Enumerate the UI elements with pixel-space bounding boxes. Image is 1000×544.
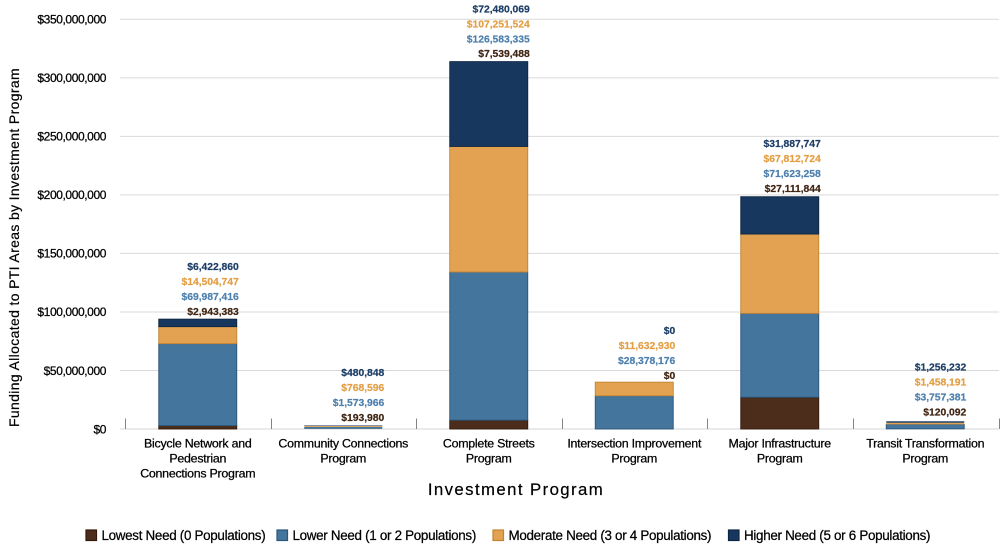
svg-text:$200,000,000: $200,000,000 bbox=[37, 188, 106, 202]
svg-text:Intersection Improvement: Intersection Improvement bbox=[567, 437, 702, 451]
svg-text:$1,256,232: $1,256,232 bbox=[915, 362, 967, 373]
svg-text:$72,480,069: $72,480,069 bbox=[473, 4, 531, 15]
svg-text:$350,000,000: $350,000,000 bbox=[37, 13, 106, 27]
svg-text:$27,111,844: $27,111,844 bbox=[765, 184, 821, 195]
svg-text:Community Connections: Community Connections bbox=[278, 437, 408, 451]
svg-text:$768,596: $768,596 bbox=[341, 383, 384, 394]
svg-text:$6,422,860: $6,422,860 bbox=[187, 262, 239, 273]
svg-text:$14,504,747: $14,504,747 bbox=[182, 277, 240, 288]
svg-text:Pedestrian: Pedestrian bbox=[169, 452, 226, 466]
svg-text:$31,887,747: $31,887,747 bbox=[764, 139, 822, 150]
svg-text:Connections Program: Connections Program bbox=[140, 467, 255, 481]
svg-text:Lowest Need (0 Populations): Lowest Need (0 Populations) bbox=[102, 528, 266, 543]
svg-text:Program: Program bbox=[757, 452, 803, 466]
svg-text:$126,583,335: $126,583,335 bbox=[467, 34, 530, 45]
svg-text:Program: Program bbox=[611, 452, 657, 466]
svg-text:Program: Program bbox=[902, 452, 948, 466]
svg-text:$11,632,930: $11,632,930 bbox=[619, 341, 676, 352]
svg-text:$193,980: $193,980 bbox=[341, 413, 384, 424]
svg-text:Program: Program bbox=[320, 452, 366, 466]
svg-text:Moderate Need (3 or 4 Populati: Moderate Need (3 or 4 Populations) bbox=[509, 528, 712, 543]
svg-text:Complete Streets: Complete Streets bbox=[443, 437, 535, 451]
svg-text:$100,000,000: $100,000,000 bbox=[37, 305, 106, 319]
svg-text:Higher Need (5 or 6 Population: Higher Need (5 or 6 Populations) bbox=[744, 528, 930, 543]
svg-text:$2,943,383: $2,943,383 bbox=[187, 307, 239, 318]
svg-text:$0: $0 bbox=[93, 422, 106, 436]
svg-text:$3,757,381: $3,757,381 bbox=[915, 392, 967, 403]
svg-text:Lower Need (1 or 2 Populations: Lower Need (1 or 2 Populations) bbox=[293, 528, 477, 543]
svg-text:$250,000,000: $250,000,000 bbox=[37, 130, 106, 144]
svg-text:$120,092: $120,092 bbox=[923, 407, 966, 418]
svg-text:$69,987,416: $69,987,416 bbox=[182, 292, 240, 303]
svg-text:$71,623,258: $71,623,258 bbox=[764, 169, 822, 180]
svg-text:$50,000,000: $50,000,000 bbox=[44, 364, 107, 378]
svg-text:Program: Program bbox=[466, 452, 512, 466]
svg-text:Investment Program: Investment Program bbox=[428, 480, 604, 499]
svg-text:$480,848: $480,848 bbox=[341, 368, 384, 379]
svg-text:$150,000,000: $150,000,000 bbox=[37, 247, 106, 261]
svg-text:Funding Allocated to PTI Areas: Funding Allocated to PTI Areas by Invest… bbox=[6, 68, 22, 427]
svg-text:$67,812,724: $67,812,724 bbox=[764, 154, 822, 165]
svg-text:Major Infrastructure: Major Infrastructure bbox=[729, 437, 832, 451]
svg-text:$107,251,524: $107,251,524 bbox=[467, 19, 530, 30]
svg-text:Transit Transformation: Transit Transformation bbox=[866, 437, 984, 451]
svg-text:$1,573,966: $1,573,966 bbox=[333, 398, 385, 409]
svg-text:$1,458,191: $1,458,191 bbox=[915, 377, 967, 388]
svg-text:$0: $0 bbox=[664, 371, 676, 382]
svg-text:$0: $0 bbox=[664, 326, 676, 337]
svg-text:$300,000,000: $300,000,000 bbox=[37, 71, 106, 85]
svg-text:$28,378,176: $28,378,176 bbox=[618, 356, 676, 367]
svg-text:Bicycle Network and: Bicycle Network and bbox=[144, 437, 252, 451]
svg-text:$7,539,488: $7,539,488 bbox=[478, 49, 530, 60]
